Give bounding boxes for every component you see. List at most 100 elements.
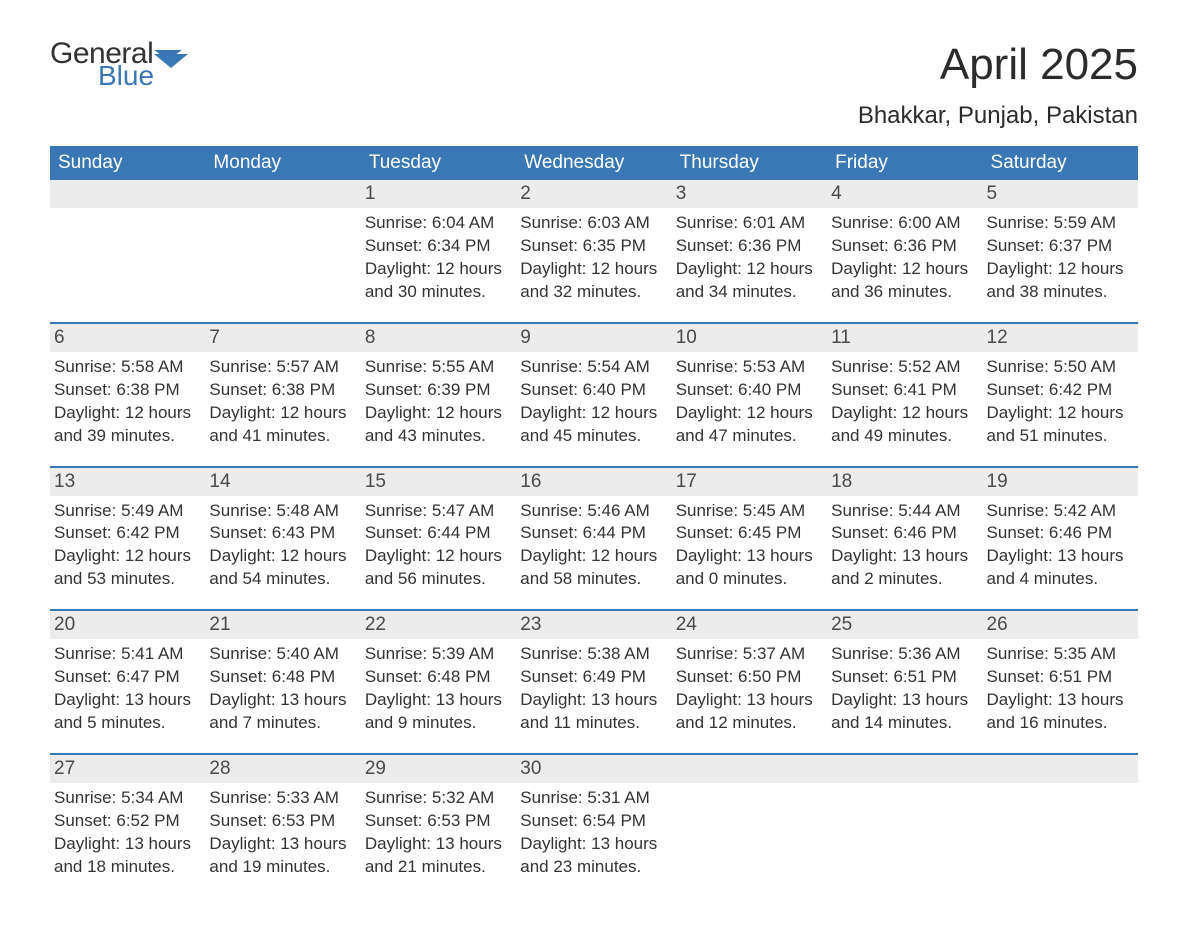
day-number: 29 xyxy=(361,755,516,783)
calendar-day: 27Sunrise: 5:34 AMSunset: 6:52 PMDayligh… xyxy=(50,755,205,897)
day-details: Sunrise: 5:39 AMSunset: 6:48 PMDaylight:… xyxy=(361,639,516,753)
day-details: Sunrise: 5:58 AMSunset: 6:38 PMDaylight:… xyxy=(50,352,205,466)
day-details: Sunrise: 5:36 AMSunset: 6:51 PMDaylight:… xyxy=(827,639,982,753)
calendar-week: 20Sunrise: 5:41 AMSunset: 6:47 PMDayligh… xyxy=(50,609,1138,753)
calendar-day: 1Sunrise: 6:04 AMSunset: 6:34 PMDaylight… xyxy=(361,180,516,322)
day-details: Sunrise: 5:49 AMSunset: 6:42 PMDaylight:… xyxy=(50,496,205,610)
flag-icon xyxy=(154,46,188,75)
day-details: Sunrise: 5:34 AMSunset: 6:52 PMDaylight:… xyxy=(50,783,205,897)
weekday-header: Tuesday xyxy=(361,146,516,180)
calendar-day: 3Sunrise: 6:01 AMSunset: 6:36 PMDaylight… xyxy=(672,180,827,322)
weekday-header-row: SundayMondayTuesdayWednesdayThursdayFrid… xyxy=(50,146,1138,180)
day-details: Sunrise: 5:38 AMSunset: 6:49 PMDaylight:… xyxy=(516,639,671,753)
day-details: Sunrise: 5:46 AMSunset: 6:44 PMDaylight:… xyxy=(516,496,671,610)
day-number: 3 xyxy=(672,180,827,208)
day-number: 17 xyxy=(672,468,827,496)
weekday-header: Thursday xyxy=(672,146,827,180)
day-number: 2 xyxy=(516,180,671,208)
day-number: 24 xyxy=(672,611,827,639)
day-number: 18 xyxy=(827,468,982,496)
calendar-day: 23Sunrise: 5:38 AMSunset: 6:49 PMDayligh… xyxy=(516,611,671,753)
weekday-header: Wednesday xyxy=(516,146,671,180)
day-number: 21 xyxy=(205,611,360,639)
weekday-header: Sunday xyxy=(50,146,205,180)
day-number: 22 xyxy=(361,611,516,639)
day-details: Sunrise: 5:33 AMSunset: 6:53 PMDaylight:… xyxy=(205,783,360,897)
day-details: Sunrise: 5:37 AMSunset: 6:50 PMDaylight:… xyxy=(672,639,827,753)
weekday-header: Saturday xyxy=(983,146,1138,180)
day-details: Sunrise: 5:48 AMSunset: 6:43 PMDaylight:… xyxy=(205,496,360,610)
calendar-day-empty xyxy=(827,755,982,897)
calendar-day: 26Sunrise: 5:35 AMSunset: 6:51 PMDayligh… xyxy=(983,611,1138,753)
day-number xyxy=(672,755,827,783)
day-details: Sunrise: 5:47 AMSunset: 6:44 PMDaylight:… xyxy=(361,496,516,610)
day-number xyxy=(50,180,205,208)
day-details: Sunrise: 5:52 AMSunset: 6:41 PMDaylight:… xyxy=(827,352,982,466)
day-details: Sunrise: 6:00 AMSunset: 6:36 PMDaylight:… xyxy=(827,208,982,322)
calendar-day: 12Sunrise: 5:50 AMSunset: 6:42 PMDayligh… xyxy=(983,324,1138,466)
logo-text: General Blue xyxy=(50,40,154,88)
day-number: 1 xyxy=(361,180,516,208)
day-number xyxy=(205,180,360,208)
day-details: Sunrise: 5:57 AMSunset: 6:38 PMDaylight:… xyxy=(205,352,360,466)
day-number: 16 xyxy=(516,468,671,496)
location: Bhakkar, Punjab, Pakistan xyxy=(858,102,1138,130)
calendar-day: 7Sunrise: 5:57 AMSunset: 6:38 PMDaylight… xyxy=(205,324,360,466)
calendar-day: 21Sunrise: 5:40 AMSunset: 6:48 PMDayligh… xyxy=(205,611,360,753)
day-details: Sunrise: 6:03 AMSunset: 6:35 PMDaylight:… xyxy=(516,208,671,322)
day-number: 8 xyxy=(361,324,516,352)
day-number: 5 xyxy=(983,180,1138,208)
logo: General Blue xyxy=(50,40,188,88)
calendar-day: 14Sunrise: 5:48 AMSunset: 6:43 PMDayligh… xyxy=(205,468,360,610)
calendar-day: 29Sunrise: 5:32 AMSunset: 6:53 PMDayligh… xyxy=(361,755,516,897)
calendar-week: 1Sunrise: 6:04 AMSunset: 6:34 PMDaylight… xyxy=(50,180,1138,322)
day-number xyxy=(827,755,982,783)
calendar-day: 6Sunrise: 5:58 AMSunset: 6:38 PMDaylight… xyxy=(50,324,205,466)
calendar-day: 13Sunrise: 5:49 AMSunset: 6:42 PMDayligh… xyxy=(50,468,205,610)
calendar-week: 13Sunrise: 5:49 AMSunset: 6:42 PMDayligh… xyxy=(50,466,1138,610)
day-number: 11 xyxy=(827,324,982,352)
day-details: Sunrise: 5:45 AMSunset: 6:45 PMDaylight:… xyxy=(672,496,827,610)
calendar-day: 20Sunrise: 5:41 AMSunset: 6:47 PMDayligh… xyxy=(50,611,205,753)
month-title: April 2025 xyxy=(858,40,1138,90)
calendar-day: 9Sunrise: 5:54 AMSunset: 6:40 PMDaylight… xyxy=(516,324,671,466)
calendar-day: 18Sunrise: 5:44 AMSunset: 6:46 PMDayligh… xyxy=(827,468,982,610)
day-details: Sunrise: 6:01 AMSunset: 6:36 PMDaylight:… xyxy=(672,208,827,322)
day-number: 13 xyxy=(50,468,205,496)
day-details: Sunrise: 5:31 AMSunset: 6:54 PMDaylight:… xyxy=(516,783,671,897)
calendar-day: 16Sunrise: 5:46 AMSunset: 6:44 PMDayligh… xyxy=(516,468,671,610)
day-details: Sunrise: 6:04 AMSunset: 6:34 PMDaylight:… xyxy=(361,208,516,322)
day-number: 15 xyxy=(361,468,516,496)
day-number: 9 xyxy=(516,324,671,352)
calendar-day-empty xyxy=(50,180,205,322)
day-number: 6 xyxy=(50,324,205,352)
day-number: 30 xyxy=(516,755,671,783)
calendar-day: 25Sunrise: 5:36 AMSunset: 6:51 PMDayligh… xyxy=(827,611,982,753)
calendar-day-empty xyxy=(672,755,827,897)
calendar-day: 10Sunrise: 5:53 AMSunset: 6:40 PMDayligh… xyxy=(672,324,827,466)
day-number: 19 xyxy=(983,468,1138,496)
calendar-day: 28Sunrise: 5:33 AMSunset: 6:53 PMDayligh… xyxy=(205,755,360,897)
day-details: Sunrise: 5:42 AMSunset: 6:46 PMDaylight:… xyxy=(983,496,1138,610)
calendar-day: 24Sunrise: 5:37 AMSunset: 6:50 PMDayligh… xyxy=(672,611,827,753)
day-details: Sunrise: 5:32 AMSunset: 6:53 PMDaylight:… xyxy=(361,783,516,897)
day-details: Sunrise: 5:50 AMSunset: 6:42 PMDaylight:… xyxy=(983,352,1138,466)
calendar-day: 17Sunrise: 5:45 AMSunset: 6:45 PMDayligh… xyxy=(672,468,827,610)
calendar-day: 19Sunrise: 5:42 AMSunset: 6:46 PMDayligh… xyxy=(983,468,1138,610)
day-details: Sunrise: 5:53 AMSunset: 6:40 PMDaylight:… xyxy=(672,352,827,466)
calendar-day: 15Sunrise: 5:47 AMSunset: 6:44 PMDayligh… xyxy=(361,468,516,610)
day-number xyxy=(983,755,1138,783)
calendar-day: 5Sunrise: 5:59 AMSunset: 6:37 PMDaylight… xyxy=(983,180,1138,322)
day-number: 10 xyxy=(672,324,827,352)
day-number: 4 xyxy=(827,180,982,208)
calendar-day-empty xyxy=(205,180,360,322)
calendar-week: 27Sunrise: 5:34 AMSunset: 6:52 PMDayligh… xyxy=(50,753,1138,897)
calendar-day: 11Sunrise: 5:52 AMSunset: 6:41 PMDayligh… xyxy=(827,324,982,466)
day-number: 20 xyxy=(50,611,205,639)
calendar-day: 4Sunrise: 6:00 AMSunset: 6:36 PMDaylight… xyxy=(827,180,982,322)
day-details: Sunrise: 5:54 AMSunset: 6:40 PMDaylight:… xyxy=(516,352,671,466)
calendar-day: 30Sunrise: 5:31 AMSunset: 6:54 PMDayligh… xyxy=(516,755,671,897)
calendar-day: 22Sunrise: 5:39 AMSunset: 6:48 PMDayligh… xyxy=(361,611,516,753)
day-details: Sunrise: 5:40 AMSunset: 6:48 PMDaylight:… xyxy=(205,639,360,753)
title-block: April 2025 Bhakkar, Punjab, Pakistan xyxy=(858,40,1138,130)
